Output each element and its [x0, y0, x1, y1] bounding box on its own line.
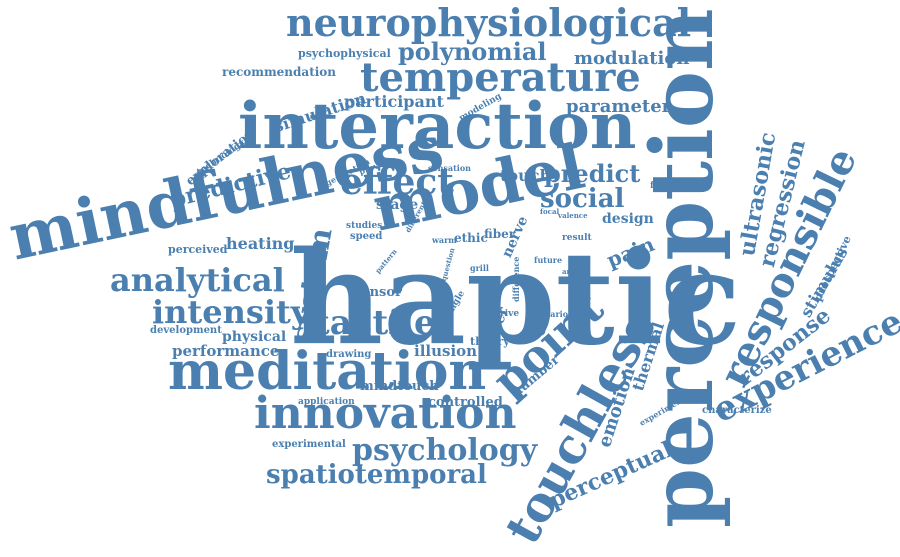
word-framework: framework — [650, 182, 704, 191]
word-result: result — [562, 234, 592, 243]
word-analytical: analytical — [110, 264, 285, 296]
word-valence: valence — [558, 212, 588, 219]
word-future: future — [534, 256, 562, 264]
word-characterize: characterize — [702, 406, 772, 416]
word-performance: performance — [172, 344, 279, 359]
word-theory: theory — [470, 336, 510, 347]
word-psychophysical: psychophysical — [298, 48, 391, 59]
word-speed: speed — [350, 232, 382, 242]
word-modulation: modulation — [574, 50, 689, 68]
word-controlled: controlled — [428, 396, 503, 409]
word-touch: touch — [500, 168, 551, 184]
word-difference: difference — [512, 257, 520, 302]
word-heating: heating — [226, 236, 294, 252]
word-perceived: perceived — [168, 244, 227, 255]
word-parameter: parameter — [566, 98, 671, 116]
word-warm: warm — [432, 236, 457, 244]
word-fiber: fiber — [484, 228, 515, 240]
word-studies: studies — [346, 222, 382, 231]
word-sensor: sensor — [354, 286, 402, 299]
word-design: design — [602, 212, 654, 226]
word-application: application — [298, 398, 355, 407]
word-stage: stage — [376, 198, 418, 212]
word-recommendation: recommendation — [222, 66, 336, 78]
word-answer: answer — [562, 268, 590, 275]
word-mindtouch: mindtouch — [360, 380, 439, 393]
word-predict: predict — [544, 162, 640, 186]
word-experimental: experimental — [272, 440, 346, 450]
word-scenario: scenario — [530, 310, 568, 318]
word-illusion: illusion — [414, 344, 477, 359]
word-ethic: ethic — [454, 232, 488, 244]
word-derive: derive — [488, 310, 519, 319]
word-focal: focal — [540, 208, 559, 215]
word-polynomial: polynomial — [398, 40, 547, 64]
word-development: development — [150, 326, 222, 336]
word-intensity: intensity — [152, 296, 309, 328]
word-tactile: tactile — [314, 306, 436, 340]
word-spatiotemporal: spatiotemporal — [266, 462, 487, 488]
word-grill: grill — [470, 264, 489, 272]
word-sensation: sensation — [428, 164, 471, 172]
word-drawing: drawing — [326, 350, 371, 360]
